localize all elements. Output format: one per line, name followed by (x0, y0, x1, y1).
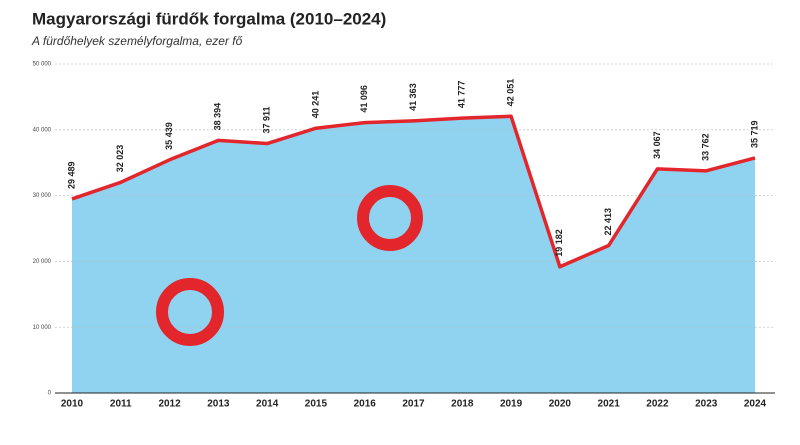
line (71, 114, 756, 269)
chart-title: Magyarországi fürdők forgalma (2010–2024… (32, 9, 386, 28)
x-tick-label: 2019 (500, 399, 523, 410)
value-label: 37 911 (262, 107, 272, 134)
value-label: 32 023 (115, 145, 125, 173)
y-tick-label: 30 000 (33, 193, 52, 199)
x-tick-label: 2020 (549, 399, 572, 410)
value-label: 29 489 (66, 161, 76, 189)
x-tick-label: 2013 (207, 399, 230, 410)
x-tick-label: 2010 (61, 399, 84, 410)
value-label: 35 439 (164, 122, 174, 150)
y-tick-label: 10 000 (33, 325, 52, 331)
x-tick-label: 2017 (402, 399, 425, 410)
y-tick-label: 20 000 (33, 259, 52, 265)
area-fill (72, 116, 755, 394)
value-label: 41 096 (359, 85, 369, 113)
decoration (156, 185, 423, 346)
x-tick-label: 2022 (646, 399, 669, 410)
x-tick-label: 2023 (695, 399, 718, 410)
value-label: 38 394 (213, 103, 223, 131)
value-label: 34 067 (652, 131, 662, 159)
x-tick-label: 2015 (305, 399, 328, 410)
value-label: 42 051 (505, 79, 515, 107)
swim-ring (156, 278, 224, 346)
value-label: 35 719 (749, 120, 759, 148)
x-tick-label: 2011 (110, 399, 132, 410)
value-label: 41 363 (408, 83, 418, 111)
x-tick-label: 2021 (598, 399, 621, 410)
value-label: 22 413 (603, 208, 613, 236)
x-tick-label: 2014 (256, 399, 279, 410)
plot: 0 10 000 20 000 30 000 40 000 50 000 29 489 32 … (33, 62, 775, 410)
x-tick-label: 2016 (354, 399, 377, 410)
x-tick-label: 2012 (158, 399, 181, 410)
x-tick-label: 2018 (451, 399, 474, 410)
swim-ring (357, 185, 423, 251)
value-label: 33 762 (701, 133, 711, 161)
y-tick-label: 0 (48, 391, 52, 397)
value-label: 41 777 (457, 81, 467, 109)
value-label: 19 182 (554, 229, 564, 257)
x-tick-label: 2024 (744, 399, 767, 410)
y-tick-label: 40 000 (33, 127, 52, 133)
y-tick-label: 50 000 (33, 62, 52, 68)
value-label: 40 241 (310, 91, 320, 119)
chart-subtitle: A fürdőhelyek személyforgalma, ezer fő (31, 34, 243, 48)
